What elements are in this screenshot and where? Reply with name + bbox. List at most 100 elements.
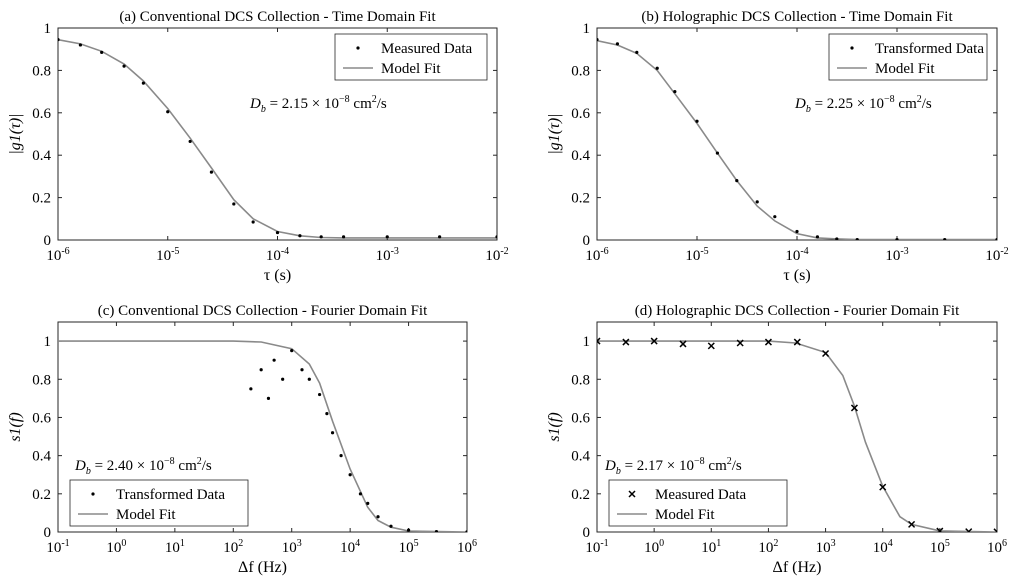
legend-dot-swatch (91, 492, 95, 496)
y-tick-label: 0.4 (571, 449, 590, 465)
legend-box (608, 479, 788, 527)
series-1-point (434, 530, 439, 532)
x-tick-label: 106 (457, 538, 477, 556)
x-axis-label: Δf (Hz) (773, 559, 822, 576)
y-axis-label: s1(f) (7, 412, 24, 441)
series-1-point (695, 119, 699, 123)
series-1-point (793, 338, 801, 346)
y-tick-label: 1 (583, 334, 591, 350)
y-tick-label: 1 (583, 21, 591, 37)
y-tick-label: 0.2 (571, 487, 590, 503)
legend-cross-swatch (628, 490, 636, 498)
x-tick-label: 10-6 (585, 246, 608, 264)
x-tick-label: 101 (701, 538, 721, 556)
y-tick-label: 1 (44, 21, 52, 37)
x-axis-label: τ (s) (783, 267, 810, 284)
series-1-point (232, 202, 236, 206)
legend-box (69, 479, 249, 527)
y-axis-label: |g1(τ)| (7, 113, 24, 154)
legend-box (828, 33, 988, 81)
x-tick-label: 10-2 (485, 246, 508, 264)
series-1-point (635, 50, 639, 54)
y-axis-label: |g1(τ)| (546, 113, 563, 154)
x-tick-label: 10-5 (685, 246, 708, 264)
series-1-point (735, 179, 739, 183)
y-tick-label: 0.8 (571, 372, 590, 388)
y-tick-label: 0.4 (571, 148, 590, 164)
series-2-line (58, 340, 467, 532)
y-tick-label: 0.6 (32, 410, 51, 426)
series-1-point (707, 342, 715, 350)
y-tick-label: 0 (44, 233, 52, 249)
series-1-point (965, 528, 973, 532)
series-1-point (495, 235, 497, 239)
series-1-point (755, 200, 759, 204)
legend-label: Measured Data (655, 487, 747, 503)
series-1-point (209, 170, 214, 174)
series-1-point (764, 338, 772, 346)
series-1-point (100, 50, 104, 54)
x-tick-label: 105 (930, 538, 950, 556)
plot-area (58, 340, 467, 532)
chart-title: (c) Conventional DCS Collection - Fourie… (98, 303, 428, 319)
series-1-point (259, 368, 263, 372)
series-1-point (58, 38, 60, 42)
legend-dot-swatch (850, 46, 854, 50)
y-tick-label: 0.2 (571, 191, 590, 207)
series-1-point (597, 337, 601, 345)
y-tick-label: 0.8 (32, 372, 51, 388)
series-1-point (850, 404, 858, 412)
x-tick-label: 10-2 (985, 246, 1008, 264)
y-tick-label: 0.2 (32, 191, 51, 207)
series-1-point (795, 229, 799, 234)
x-tick-label: 100 (106, 538, 126, 556)
x-tick-label: 10-3 (376, 246, 399, 264)
series-1-point (773, 215, 777, 219)
series-1-point (298, 234, 302, 238)
series-1-point (281, 377, 285, 381)
series-1-point (815, 235, 820, 239)
x-axis-label: Δf (Hz) (238, 559, 287, 576)
series-1-point (855, 237, 859, 240)
series-1-point (358, 492, 363, 496)
y-tick-label: 0.6 (32, 106, 51, 122)
series-1-point (597, 38, 599, 42)
legend-label: Model Fit (381, 61, 441, 77)
legend-dot-swatch (356, 46, 360, 50)
x-tick-label: 105 (399, 538, 419, 556)
x-tick-label: 106 (987, 538, 1007, 556)
series-1-point (366, 501, 370, 505)
plot-area (597, 38, 997, 240)
legend: Transformed Data Model Fit (828, 33, 988, 81)
y-tick-label: 0 (583, 233, 591, 249)
plot-area (597, 337, 997, 532)
series-1-point (141, 81, 146, 85)
series-1-point (330, 431, 335, 435)
chart-title: (b) Holographic DCS Collection - Time Do… (641, 9, 953, 25)
series-1-point (995, 237, 997, 240)
series-1-point (376, 515, 380, 519)
series-2-line (58, 38, 497, 239)
series-1-point (673, 90, 677, 94)
legend-label: Transformed Data (116, 487, 225, 503)
legend-label: Transformed Data (875, 41, 984, 57)
series-1-point (188, 139, 192, 144)
legend-label: Measured Data (381, 41, 473, 57)
series-1-point (389, 524, 393, 528)
x-tick-label: 102 (758, 538, 778, 556)
series-1-point (325, 412, 329, 416)
series-1-point (736, 339, 744, 347)
series-1-point (679, 340, 687, 348)
y-tick-label: 0.4 (32, 148, 51, 164)
diffusion-annotation: Db = 2.25 × 10−8 cm2/s (794, 94, 932, 115)
x-tick-label: 10-1 (46, 538, 69, 556)
series-1-point (272, 358, 276, 362)
x-tick-label: 103 (816, 538, 836, 556)
x-tick-label: 103 (282, 538, 302, 556)
y-axis-label: s1(f) (546, 412, 563, 441)
series-1-point (465, 530, 467, 532)
y-tick-label: 0 (583, 525, 591, 541)
x-tick-label: 102 (223, 538, 243, 556)
x-axis-label: τ (s) (264, 267, 291, 284)
plot-area (58, 38, 497, 239)
